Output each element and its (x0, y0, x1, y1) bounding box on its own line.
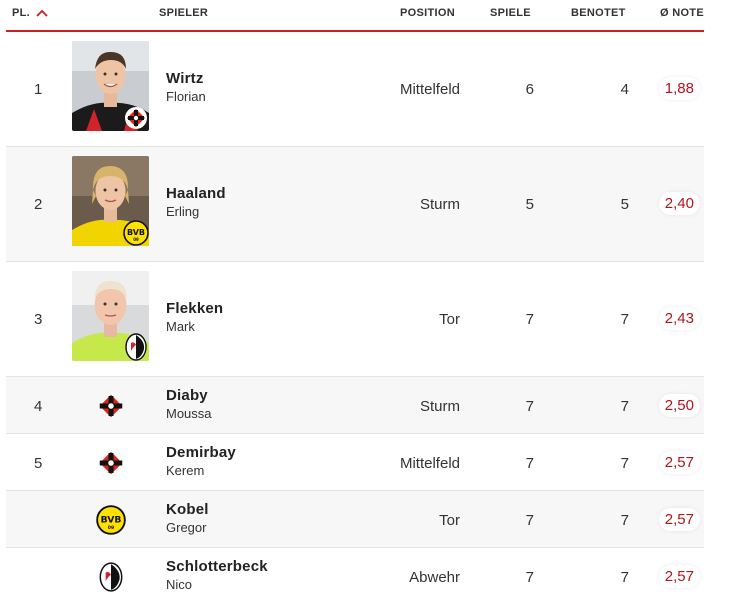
player-name[interactable]: Wirtz Florian (166, 70, 206, 104)
player-name[interactable]: Haaland Erling (166, 185, 226, 219)
last-name: Schlotterbeck (166, 558, 268, 575)
position-header[interactable]: POSITION (400, 7, 455, 19)
bvb-crest-icon: BVB 09 (123, 220, 149, 246)
rank: 1 (34, 81, 43, 98)
first-name: Erling (166, 204, 200, 219)
player-name[interactable]: Diaby Moussa (166, 387, 212, 421)
rated: 7 (620, 455, 629, 472)
player-name[interactable]: Demirbay Kerem (166, 444, 236, 478)
games: 7 (525, 512, 534, 529)
chevron-up-icon (36, 9, 48, 17)
rated: 5 (620, 196, 629, 213)
player-name[interactable]: Flekken Mark (166, 300, 223, 334)
rated: 4 (620, 81, 629, 98)
average-note: 1,88 (658, 77, 700, 100)
rank-header-label: PL. (12, 7, 31, 19)
rated-header[interactable]: BENOTET (571, 7, 626, 19)
games: 5 (525, 196, 534, 213)
position: Abwehr (409, 569, 460, 586)
leverkusen-crest-icon (99, 394, 123, 418)
svg-text:09: 09 (133, 237, 139, 242)
position: Tor (439, 311, 460, 328)
freiburg-crest-icon (125, 333, 147, 361)
position: Tor (439, 512, 460, 529)
player-name[interactable]: Schlotterbeck Nico (166, 558, 268, 592)
table-row[interactable]: 3 Flekken Mark Tor 7 7 2, (6, 262, 704, 377)
table-row[interactable]: 2 BVB 09 Haaland Erling (6, 147, 704, 262)
first-name: Moussa (166, 406, 212, 421)
table-row[interactable]: Schlotterbeck Nico Abwehr 7 7 2,57 (6, 548, 704, 601)
club-crest: BVB 09 (96, 505, 126, 535)
player-photo[interactable] (72, 41, 149, 131)
rated: 7 (620, 569, 629, 586)
average-note: 2,50 (658, 394, 700, 417)
club-crest (96, 391, 126, 421)
position: Sturm (419, 196, 460, 213)
rated: 7 (620, 311, 629, 328)
position: Mittelfeld (399, 81, 460, 98)
rated: 7 (620, 512, 629, 529)
average-note: 2,57 (658, 565, 700, 588)
average-note: 2,40 (658, 192, 700, 215)
svg-text:BVB: BVB (127, 228, 145, 237)
games: 7 (525, 311, 534, 328)
games: 7 (525, 569, 534, 586)
player-photo[interactable] (72, 271, 149, 361)
rank: 2 (34, 196, 43, 213)
average-note: 2,57 (658, 508, 700, 531)
leverkusen-crest-icon (99, 451, 123, 475)
bvb-crest-icon: BVB 09 (96, 505, 126, 535)
svg-text:09: 09 (108, 525, 114, 531)
first-name: Florian (166, 89, 206, 104)
last-name: Diaby (166, 387, 208, 404)
player-name[interactable]: Kobel Gregor (166, 501, 209, 535)
player-header[interactable]: SPIELER (159, 7, 209, 19)
last-name: Kobel (166, 501, 209, 518)
last-name: Haaland (166, 185, 226, 202)
rank: 3 (34, 311, 43, 328)
table-row[interactable]: BVB 09 Kobel Gregor Tor 7 7 2,57 (6, 491, 704, 548)
games: 6 (525, 81, 534, 98)
first-name: Mark (166, 319, 195, 334)
rank: 5 (34, 455, 43, 472)
games: 7 (525, 398, 534, 415)
table-header: PL. SPIELER POSITION SPIELE BENOTET Ø NO… (6, 0, 704, 32)
table-row[interactable]: 5 Demirbay Kerem Mittelfeld 7 7 2,57 (6, 434, 704, 491)
games: 7 (525, 455, 534, 472)
leverkusen-crest-icon (125, 107, 147, 129)
club-crest (96, 562, 126, 592)
rated: 7 (620, 398, 629, 415)
last-name: Demirbay (166, 444, 236, 461)
first-name: Gregor (166, 520, 207, 535)
svg-text:BVB: BVB (101, 514, 122, 525)
last-name: Wirtz (166, 70, 204, 87)
position: Sturm (419, 398, 460, 415)
player-photo[interactable]: BVB 09 (72, 156, 149, 246)
rank-sort-header[interactable]: PL. (12, 7, 48, 19)
table-row[interactable]: 4 Diaby Moussa Sturm 7 7 2,50 (6, 377, 704, 434)
average-note: 2,43 (658, 307, 700, 330)
average-note: 2,57 (658, 451, 700, 474)
first-name: Nico (166, 577, 193, 592)
position: Mittelfeld (399, 455, 460, 472)
first-name: Kerem (166, 463, 205, 478)
rank: 4 (34, 398, 43, 415)
note-header[interactable]: Ø NOTE (660, 7, 704, 19)
table-row[interactable]: 1 Wirtz Fl (6, 32, 704, 147)
games-header[interactable]: SPIELE (490, 7, 531, 19)
ranking-table: PL. SPIELER POSITION SPIELE BENOTET Ø NO… (6, 0, 704, 601)
freiburg-crest-icon (99, 562, 123, 592)
club-crest (96, 448, 126, 478)
last-name: Flekken (166, 300, 224, 317)
